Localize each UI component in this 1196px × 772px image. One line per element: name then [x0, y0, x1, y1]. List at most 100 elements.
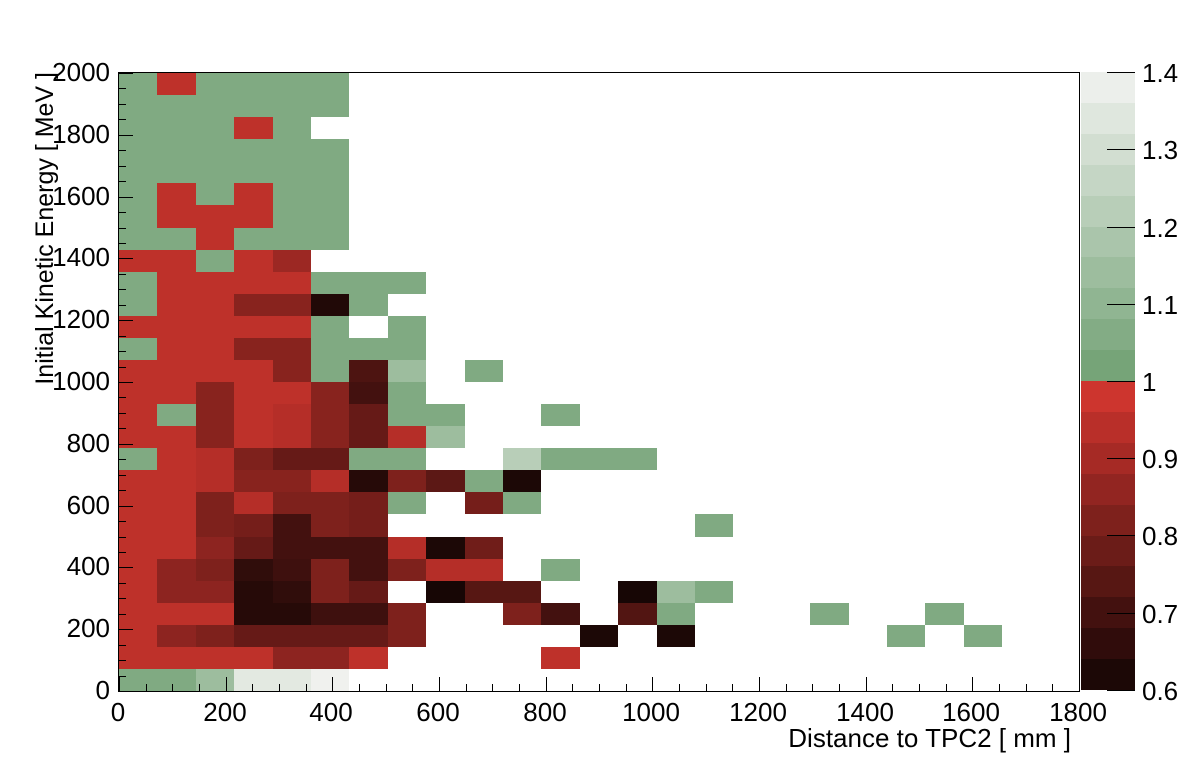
- heatmap-cell: [119, 426, 157, 448]
- y-major-tick: [119, 567, 133, 568]
- y-minor-tick: [119, 428, 126, 429]
- heatmap-cell: [157, 537, 196, 559]
- colorbar-band: [1081, 103, 1135, 134]
- heatmap-cell: [196, 73, 234, 95]
- y-minor-tick: [119, 583, 126, 584]
- heatmap-cell: [157, 139, 196, 161]
- y-minor-tick: [119, 150, 126, 151]
- heatmap-cell: [541, 404, 580, 426]
- heatmap-cell: [196, 139, 234, 161]
- y-major-tick: [119, 691, 133, 692]
- heatmap-cell: [119, 294, 157, 316]
- heatmap-cell: [196, 404, 234, 426]
- heatmap-cell: [426, 426, 465, 448]
- x-minor-tick: [412, 684, 413, 691]
- heatmap-cell: [157, 117, 196, 139]
- heatmap-cell: [196, 669, 234, 691]
- heatmap-cell: [157, 73, 196, 95]
- heatmap-cell: [196, 492, 234, 514]
- y-minor-tick: [119, 397, 126, 398]
- heatmap-cell: [349, 492, 388, 514]
- heatmap-cell: [311, 382, 349, 404]
- heatmap-cell: [119, 272, 157, 294]
- heatmap-cell: [311, 448, 349, 470]
- heatmap-cell: [657, 581, 695, 603]
- x-major-tick: [439, 677, 440, 691]
- y-major-tick: [119, 197, 133, 198]
- heatmap-cell: [388, 360, 426, 382]
- heatmap-cell: [234, 161, 273, 183]
- x-minor-tick: [466, 684, 467, 691]
- heatmap-cell: [234, 492, 273, 514]
- heatmap-cell: [273, 559, 311, 581]
- heatmap-cell: [311, 95, 349, 117]
- heatmap-cell: [388, 404, 426, 426]
- heatmap-cell: [311, 625, 349, 647]
- heatmap-cell: [273, 404, 311, 426]
- heatmap-cell: [196, 338, 234, 360]
- heatmap-cell: [311, 559, 349, 581]
- heatmap-cell: [388, 537, 426, 559]
- x-tick-label: 1200: [729, 697, 787, 727]
- heatmap-cell: [964, 625, 1002, 647]
- heatmap-cell: [311, 537, 349, 559]
- y-minor-tick: [119, 475, 126, 476]
- heatmap-cell: [388, 272, 426, 294]
- heatmap-cell: [119, 470, 157, 492]
- x-tick-label: 1600: [942, 697, 1000, 727]
- y-minor-tick: [119, 228, 126, 229]
- heatmap-cell: [234, 360, 273, 382]
- heatmap-cell: [349, 338, 388, 360]
- x-tick-label: 600: [416, 697, 460, 727]
- heatmap-cell: [349, 537, 388, 559]
- colorbar-band: [1081, 72, 1135, 103]
- y-minor-tick: [119, 537, 126, 538]
- colorbar-tick-label: 1.2: [1142, 213, 1179, 243]
- heatmap-cell: [157, 338, 196, 360]
- x-minor-tick: [519, 684, 520, 691]
- heatmap-cell: [388, 470, 426, 492]
- x-axis-title: Distance to TPC2 [ mm ]: [788, 723, 1071, 753]
- x-major-tick: [652, 677, 653, 691]
- y-major-tick: [119, 506, 133, 507]
- y-minor-tick: [119, 645, 126, 646]
- y-minor-tick: [119, 413, 126, 414]
- heatmap-cell: [234, 647, 273, 669]
- heatmap-cell: [273, 139, 311, 161]
- heatmap-cell: [196, 603, 234, 625]
- x-major-tick: [546, 677, 547, 691]
- heatmap-cell: [311, 647, 349, 669]
- heatmap-cell: [349, 272, 388, 294]
- heatmap-cell: [119, 537, 157, 559]
- heatmap-cell: [657, 603, 695, 625]
- x-major-tick: [226, 677, 227, 691]
- heatmap-cell: [273, 73, 311, 95]
- heatmap-cell: [196, 316, 234, 338]
- x-minor-tick: [599, 684, 600, 691]
- heatmap-cell: [157, 448, 196, 470]
- heatmap-cell: [349, 581, 388, 603]
- heatmap-cell: [119, 382, 157, 404]
- x-minor-tick: [919, 684, 920, 691]
- heatmap-cell: [157, 272, 196, 294]
- heatmap-cell: [234, 382, 273, 404]
- heatmap-cell: [541, 603, 580, 625]
- heatmap-cell: [503, 448, 541, 470]
- heatmap-cell: [119, 316, 157, 338]
- y-major-tick: [119, 135, 133, 136]
- x-major-tick: [119, 677, 120, 691]
- colorbar-band: [1081, 257, 1135, 288]
- heatmap-cell: [426, 581, 465, 603]
- colorbar-tick-label: 1.1: [1142, 290, 1179, 320]
- y-minor-tick: [119, 181, 126, 182]
- heatmap-cell: [273, 117, 311, 139]
- x-minor-tick: [172, 684, 173, 691]
- x-major-tick: [866, 677, 867, 691]
- heatmap-cell: [465, 537, 503, 559]
- x-minor-tick: [306, 684, 307, 691]
- heatmap-cell: [157, 581, 196, 603]
- x-tick-label: 0: [110, 697, 126, 727]
- heatmap-cell: [157, 95, 196, 117]
- x-minor-tick: [199, 684, 200, 691]
